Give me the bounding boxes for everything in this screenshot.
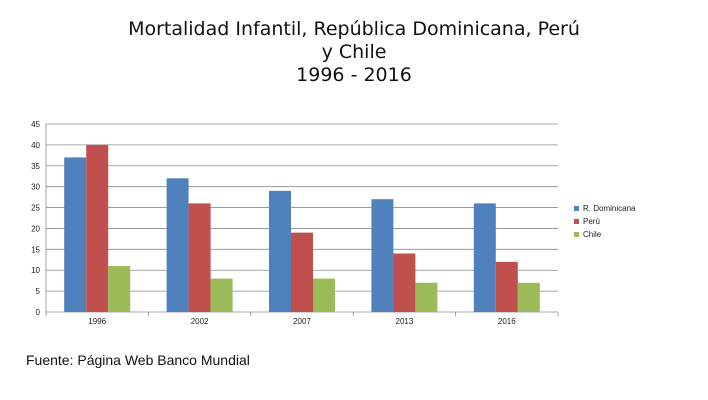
bar <box>393 253 416 312</box>
bar <box>269 190 291 312</box>
bar <box>495 261 518 312</box>
bar <box>473 203 496 312</box>
bar <box>291 232 313 312</box>
bar <box>371 199 394 312</box>
y-tick-label: 25 <box>31 204 40 213</box>
y-tick-label: 10 <box>31 266 40 275</box>
y-tick-label: 5 <box>36 287 41 296</box>
y-tick-label: 0 <box>36 308 41 317</box>
y-tick-label: 20 <box>31 224 40 233</box>
legend-label: Perú <box>583 217 600 226</box>
bar <box>86 144 109 312</box>
chart-title: Mortalidad Infantil, República Dominican… <box>0 18 708 87</box>
y-tick-label: 30 <box>31 183 40 192</box>
x-tick-label: 2007 <box>293 317 311 326</box>
bar <box>517 282 540 312</box>
bar <box>166 178 189 312</box>
bar <box>188 203 211 312</box>
bar <box>210 278 233 312</box>
title-line-1: Mortalidad Infantil, República Dominican… <box>128 18 580 40</box>
title-line-2: y Chile <box>321 41 387 63</box>
legend-swatch <box>574 206 579 211</box>
x-tick-label: 2002 <box>191 317 209 326</box>
legend-swatch <box>574 219 579 224</box>
y-tick-label: 35 <box>31 162 40 171</box>
legend-label: R. Dominicana <box>583 204 636 213</box>
y-tick-label: 45 <box>31 120 40 129</box>
x-tick-label: 2016 <box>498 317 516 326</box>
y-tick-label: 15 <box>31 245 40 254</box>
title-line-3: 1996 - 2016 <box>296 64 412 86</box>
bar <box>64 157 87 312</box>
bar <box>313 278 335 312</box>
legend-swatch <box>574 232 579 237</box>
bar <box>415 282 438 312</box>
y-tick-label: 40 <box>31 141 40 150</box>
bar <box>108 266 131 312</box>
legend-label: Chile <box>583 230 602 239</box>
x-tick-label: 1996 <box>88 317 106 326</box>
x-tick-label: 2013 <box>396 317 414 326</box>
source-note: Fuente: Página Web Banco Mundial <box>26 352 250 368</box>
